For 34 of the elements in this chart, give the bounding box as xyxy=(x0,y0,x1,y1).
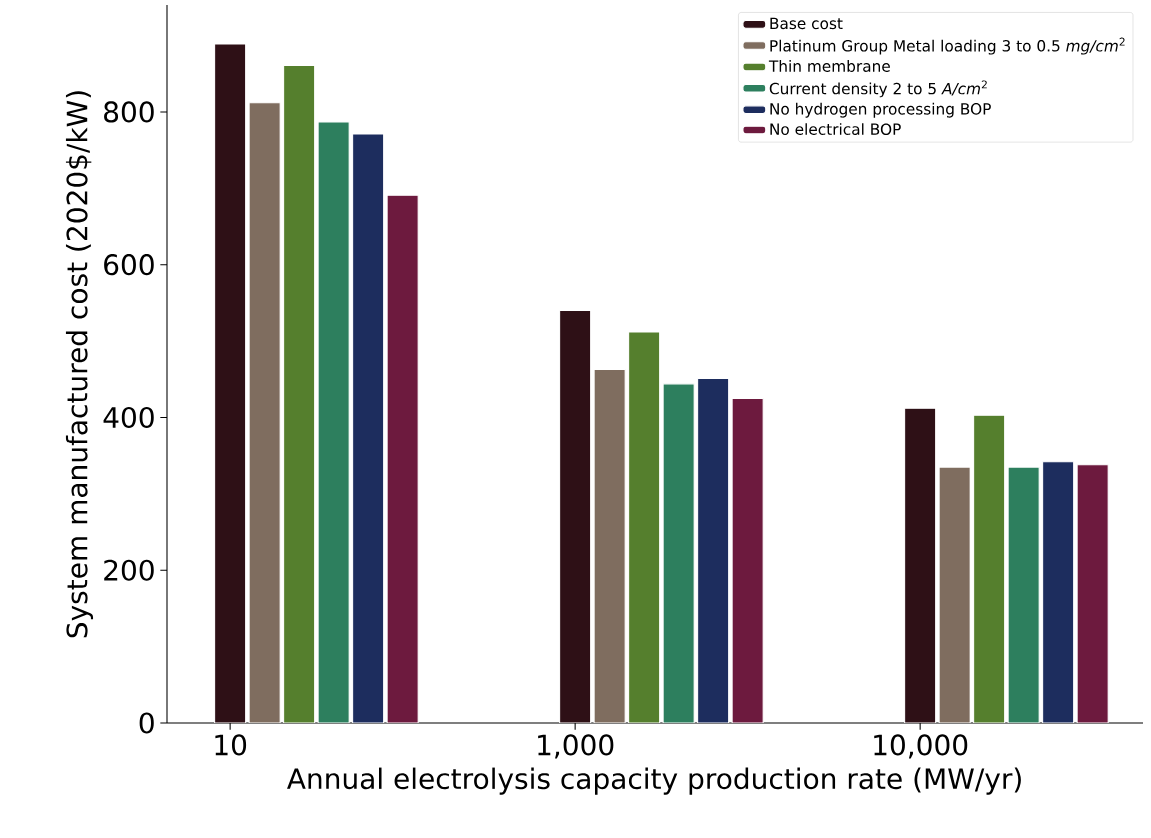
y-tick-label: 800 xyxy=(104,101,154,123)
bar xyxy=(1042,461,1075,723)
legend-label: No electrical BOP xyxy=(770,123,901,135)
bar xyxy=(662,383,695,723)
legend-label: No hydrogen processing BOP xyxy=(770,102,991,118)
bar xyxy=(317,121,350,723)
y-tick-label: 0 xyxy=(139,712,154,734)
legend-label: Thin membrane xyxy=(768,60,890,72)
x-axis-title: Annual electrolysis capacity production rate (MW/yr) xyxy=(287,767,1021,795)
bar xyxy=(938,466,971,723)
bar xyxy=(628,331,661,723)
bar xyxy=(593,368,626,723)
bar xyxy=(352,133,385,723)
bar xyxy=(1076,464,1109,723)
bar xyxy=(731,397,764,723)
x-tick-label: 1,000 xyxy=(538,734,614,759)
x-tick-label: 10 xyxy=(215,734,247,756)
bar xyxy=(1007,466,1040,723)
bar xyxy=(559,309,592,723)
y-axis-title: System manufactured cost (2020$/kW) xyxy=(65,91,94,638)
y-tick-label: 200 xyxy=(104,559,154,581)
bar xyxy=(697,377,730,723)
legend-label: Current density 2 to 5 A/cm$^{2}$ xyxy=(769,80,987,98)
bar xyxy=(973,414,1006,723)
bar xyxy=(214,43,247,723)
bar xyxy=(386,194,419,723)
legend-label: Base cost xyxy=(770,17,843,30)
legend-label: Platinum Group Metal loading 3 to 0.5 mg/cm$^{2}$ xyxy=(770,37,1125,55)
x-tick-label: 10,000 xyxy=(874,734,968,759)
y-tick-label: 400 xyxy=(103,406,154,429)
y-tick-label: 600 xyxy=(104,254,154,276)
bar xyxy=(248,102,281,723)
bar xyxy=(904,407,937,723)
bar xyxy=(283,64,316,723)
